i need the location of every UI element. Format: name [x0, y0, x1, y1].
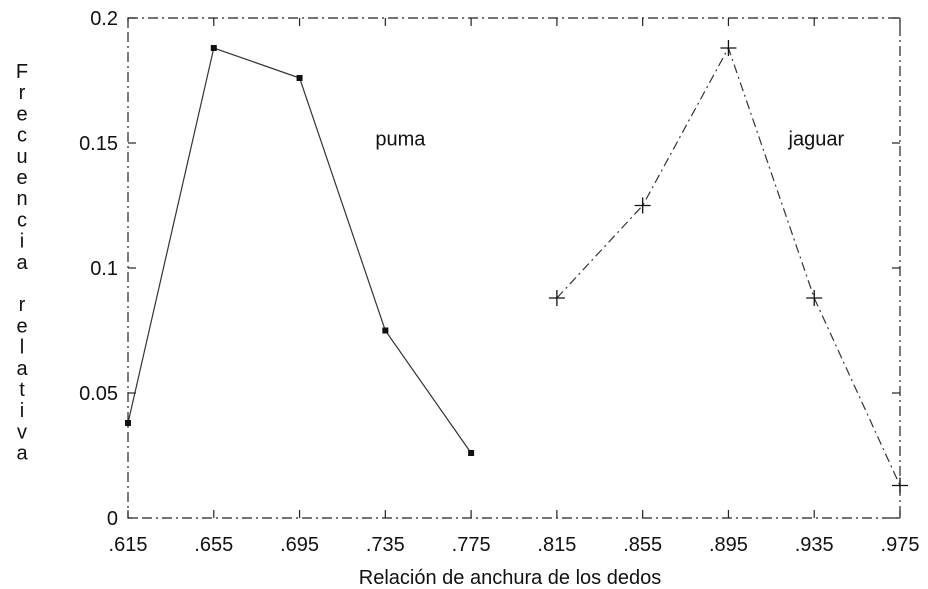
data-point-jaguar: [634, 197, 651, 214]
data-point-jaguar: [720, 40, 737, 56]
y-tick-label: 0.1: [90, 258, 118, 280]
y-axis-title-letter: e: [16, 103, 27, 125]
series-annotation-jaguar: jaguar: [788, 129, 845, 151]
x-tick-label: .735: [366, 534, 405, 556]
y-axis-title-letter: i: [20, 231, 24, 253]
data-point-puma: [468, 450, 475, 456]
plot-frame: [127, 17, 901, 519]
y-axis-title-letter: r: [19, 294, 26, 316]
data-point-jaguar: [806, 290, 823, 306]
x-tick-label: .855: [623, 534, 662, 556]
series-line-puma: [127, 47, 472, 454]
x-tick-label: .615: [109, 534, 148, 556]
y-axis-title-letter: a: [16, 252, 28, 274]
y-tick-label: 0.05: [79, 383, 118, 405]
x-tick-label: .895: [709, 534, 748, 556]
series-line-jaguar: [556, 46, 901, 486]
y-axis-title-letter: i: [20, 400, 24, 422]
x-tick-label: .775: [452, 534, 491, 556]
data-series: [125, 40, 908, 494]
data-point-puma: [125, 420, 131, 426]
y-axis-title-letter: F: [16, 61, 28, 83]
data-point-jaguar: [892, 477, 908, 494]
y-axis-title-letter: t: [19, 379, 25, 401]
plot-frame-box: [127, 17, 901, 519]
x-tick-label: .655: [194, 534, 233, 556]
series-annotation-puma: puma: [375, 129, 426, 151]
y-axis-title-letter: c: [17, 209, 27, 231]
data-point-puma: [382, 327, 389, 334]
x-tick-label: .975: [881, 534, 920, 556]
y-axis-title-letter: l: [20, 337, 24, 359]
y-axis-title-letter: a: [16, 358, 28, 380]
y-axis-title-letter: n: [16, 188, 27, 210]
y-axis-title-letter: e: [16, 167, 27, 189]
x-axis-title: Relación de anchura de los dedos: [359, 567, 661, 589]
axis-labels: .615 .655 .695 .735 .775 .815 .855 .895 .935 .975…: [16, 8, 920, 556]
y-axis-title-letter: r: [19, 82, 26, 104]
x-tick-label: .935: [795, 534, 834, 556]
y-axis-title-letter: c: [17, 125, 27, 147]
y-tick-label: 0.2: [90, 8, 118, 30]
y-axis-title-letter: a: [16, 443, 28, 465]
data-point-puma: [210, 45, 217, 51]
y-tick-label: 0.15: [79, 133, 118, 155]
axis-ticks: [127, 17, 901, 519]
y-tick-label: 0: [107, 508, 118, 530]
y-axis-title-letter: e: [16, 315, 27, 337]
x-tick-label: .695: [280, 534, 319, 556]
data-point-jaguar: [548, 290, 565, 306]
y-axis-title-letter: v: [17, 421, 27, 443]
data-point-puma: [296, 75, 303, 81]
x-tick-label: .815: [537, 534, 576, 556]
y-axis-title-letter: u: [16, 146, 27, 168]
